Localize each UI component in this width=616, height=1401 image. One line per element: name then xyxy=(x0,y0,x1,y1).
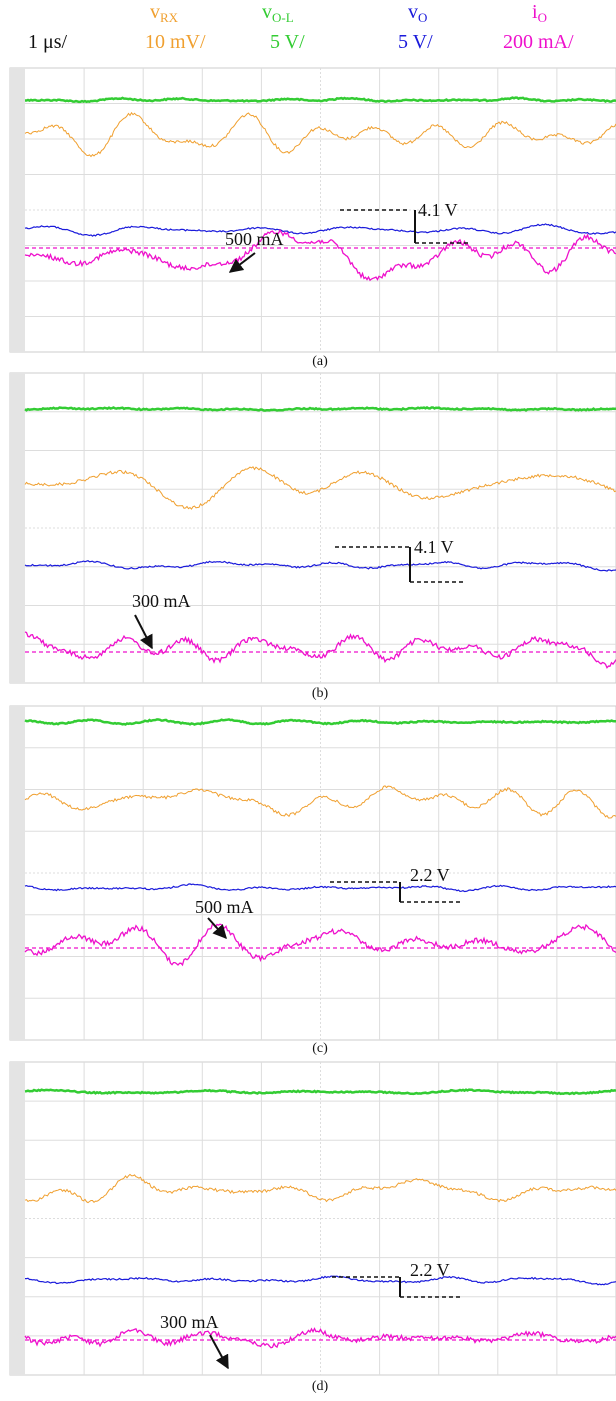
channel-scale: 5 V/ xyxy=(270,31,305,53)
subscript: RX xyxy=(160,10,179,25)
symbol: v xyxy=(150,1,160,23)
scope-sidebar xyxy=(10,373,25,683)
subscript: O xyxy=(538,10,547,25)
current-annotation: 300 mA xyxy=(132,591,191,611)
channel-symbol: vO-L xyxy=(262,1,294,25)
subscript: O-L xyxy=(272,10,294,25)
panel-label: (c) xyxy=(312,1041,328,1056)
channel-symbol: vO xyxy=(408,1,427,25)
voltage-annotation: 4.1 V xyxy=(418,200,458,220)
panel-label: (d) xyxy=(312,1379,329,1394)
time-scale: 1 μs/ xyxy=(28,31,68,53)
current-annotation: 300 mA xyxy=(160,1312,219,1332)
channel-symbol: iO xyxy=(532,1,547,25)
panel-label: (a) xyxy=(312,354,328,369)
symbol: v xyxy=(408,1,418,23)
subscript: O xyxy=(418,10,427,25)
voltage-annotation: 4.1 V xyxy=(414,537,454,557)
panel-label: (b) xyxy=(312,686,329,701)
scope-sidebar xyxy=(10,706,25,1040)
channel-scale: 200 mA/ xyxy=(503,31,574,53)
scope-sidebar xyxy=(10,68,25,352)
current-annotation: 500 mA xyxy=(195,897,254,917)
channel-scale: 10 mV/ xyxy=(145,31,206,53)
voltage-annotation: 2.2 V xyxy=(410,1260,450,1280)
page: {"header": {"time_scale": "1 μs/", "chan… xyxy=(0,0,616,1401)
scope-sidebar xyxy=(10,1062,25,1375)
channel-scale: 5 V/ xyxy=(398,31,433,53)
symbol: v xyxy=(262,1,272,23)
channel-symbol: vRX xyxy=(150,1,179,25)
figure: 1 μs/ vRX10 mV/vO-L5 V/vO5 V/iO200 mA/4.… xyxy=(0,0,616,1401)
voltage-annotation: 2.2 V xyxy=(410,865,450,885)
current-annotation: 500 mA xyxy=(225,229,284,249)
